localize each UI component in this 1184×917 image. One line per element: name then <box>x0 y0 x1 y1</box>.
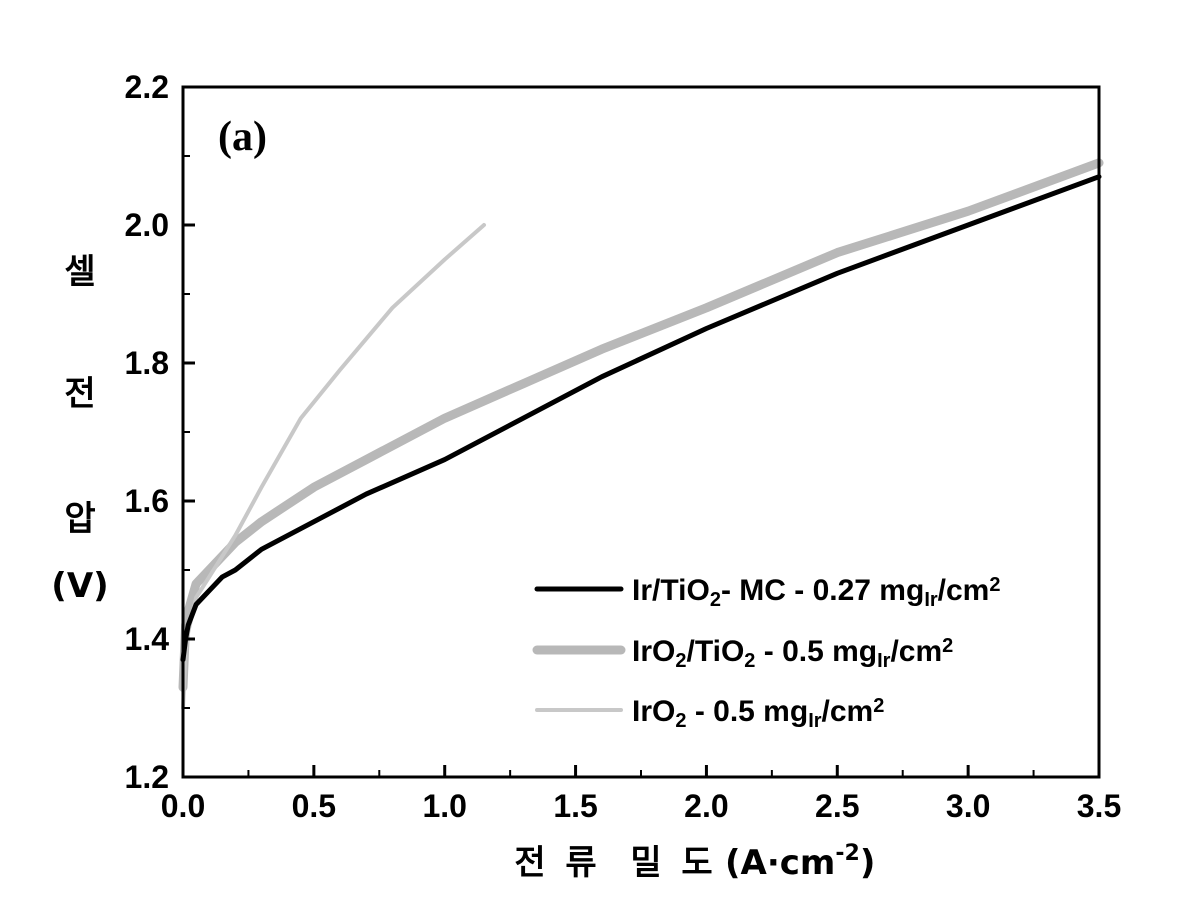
panel-label: (a) <box>218 114 267 160</box>
series-line-3 <box>181 223 486 710</box>
x-axis-unit: (A·cm-2) <box>725 841 875 883</box>
series-line-1 <box>180 174 1102 663</box>
x-tick-label: 1.0 <box>422 788 466 824</box>
x-tick-label: 1.5 <box>553 788 597 824</box>
axis-ticks: 0.0 0.5 1.0 1.5 2.0 2.5 3.0 3.5 1.2 1.4 1.6 1.8 2.0 2… <box>125 69 1122 824</box>
series-layer <box>178 158 1104 710</box>
x-axis-label-char: 도 <box>681 843 712 883</box>
legend-label-3: IrO2 - 0.5 mgIr/cm2 <box>632 695 884 732</box>
x-tick-label: 2.0 <box>684 788 728 824</box>
y-tick-label: 1.8 <box>125 345 169 381</box>
x-tick-label: 0.5 <box>292 788 336 824</box>
y-tick-label: 2.0 <box>125 207 169 243</box>
legend: Ir/TiO2- MC - 0.27 mgIr/cm2 IrO2/TiO2 - 0… <box>532 574 1000 732</box>
y-axis-label-char: 압 <box>64 499 95 539</box>
series-line-2 <box>178 158 1104 692</box>
x-tick-label: 2.5 <box>815 788 859 824</box>
y-tick-label: 1.6 <box>125 483 169 519</box>
y-axis-unit: (V) <box>51 566 108 606</box>
y-axis-label-char: 셀 <box>64 252 95 292</box>
y-tick-label: 1.4 <box>125 621 170 657</box>
plot-frame <box>181 85 1101 779</box>
y-tick-label: 2.2 <box>125 69 169 105</box>
x-tick-label: 0.0 <box>161 788 205 824</box>
legend-label-1: Ir/TiO2- MC - 0.27 mgIr/cm2 <box>632 574 1000 611</box>
axis-labels: 전 류 밀 도 (A·cm-2)셀전압(V) <box>51 252 875 883</box>
y-tick-label: 1.2 <box>125 759 169 795</box>
x-axis-label-char: 전 <box>514 843 545 883</box>
x-axis-label-char: 밀 <box>630 843 661 883</box>
x-tick-label: 3.0 <box>946 788 990 824</box>
x-axis-label-char: 류 <box>565 843 596 883</box>
legend-label-2: IrO2/TiO2 - 0.5 mgIr/cm2 <box>632 635 953 672</box>
x-tick-label: 3.5 <box>1077 788 1121 824</box>
y-axis-label-char: 전 <box>64 374 95 414</box>
